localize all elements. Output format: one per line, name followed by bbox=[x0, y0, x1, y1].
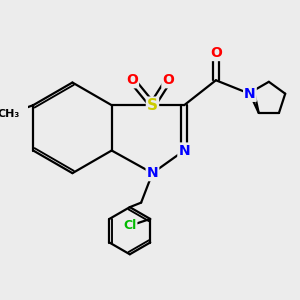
Text: N: N bbox=[244, 87, 256, 101]
Text: O: O bbox=[210, 46, 222, 60]
Text: N: N bbox=[178, 143, 190, 158]
Text: N: N bbox=[147, 166, 158, 180]
Text: S: S bbox=[147, 98, 158, 113]
Text: Cl: Cl bbox=[123, 219, 136, 232]
Text: O: O bbox=[126, 73, 138, 87]
Text: CH₃: CH₃ bbox=[0, 109, 20, 119]
Text: O: O bbox=[162, 73, 174, 87]
